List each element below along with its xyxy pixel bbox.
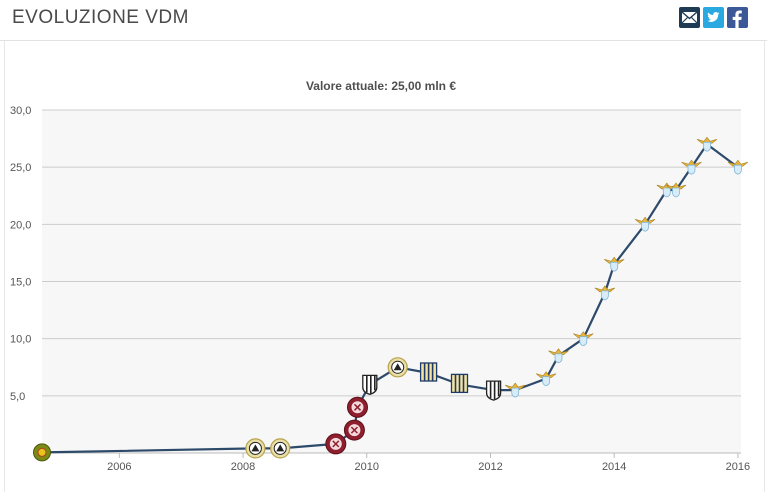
lazio-shield-mark [687,164,696,175]
chart-subtitle: Valore attuale: 25,00 mln € [306,79,456,93]
data-point [362,374,378,396]
section-title: EVOLUZIONE VDM [12,7,189,28]
juventus-stripes [365,375,376,394]
y-tick-label: 15,0 [10,277,31,289]
data-point [604,256,625,272]
data-point [325,433,347,455]
y-tick-label: 30,0 [10,105,31,117]
data-point [450,373,469,394]
lazio-shield-mark [542,376,550,387]
plot-area: 5,0 10,0 15,0 20,0 25,0 30,0 2006 2008 2010 2012 2… [10,105,750,473]
x-tick-label: 2006 [107,461,131,473]
lazio-shield-mark [554,353,563,364]
x-tick-label: 2014 [602,461,626,473]
x-tick-label: 2012 [478,461,502,473]
maroon-crest-mark [332,440,340,448]
y-tick-label: 5,0 [10,391,25,403]
lazio-shield-mark [610,261,619,272]
data-point [594,285,616,301]
market-value-chart: Valore attuale: 25,00 mln € 5,0 10,0 15,0 2… [10,79,750,473]
lazio-shield-mark [672,187,680,198]
y-tick-label: 25,0 [10,162,31,174]
chart-panel: Valore attuale: 25,00 mln € 5,0 10,0 15,0 2… [4,41,765,492]
x-tick-label: 2016 [726,461,750,473]
data-point [696,136,718,152]
data-point [634,216,656,232]
small-club-crest-center [37,447,47,457]
data-point [727,159,749,175]
data-point [245,438,266,459]
data-point [387,357,408,378]
data-point [681,159,702,175]
udinese-crest-mark [251,444,260,452]
data-point [347,396,368,418]
data-point [270,438,291,459]
lazio-shield-mark [703,141,711,152]
maroon-crest-mark [353,403,362,411]
email-icon[interactable] [679,7,700,28]
data-point [548,348,569,364]
lazio-shield-mark [601,290,609,301]
udinese-crest-mark [393,363,402,371]
lazio-shield-mark [511,387,520,398]
header-bar: EVOLUZIONE VDM [0,0,767,41]
juventus-stripes [489,381,500,400]
y-tick-label: 10,0 [10,334,31,346]
data-point [573,331,594,347]
facebook-icon[interactable] [727,7,748,28]
lazio-shield-mark [662,187,671,198]
lazio-shield-mark [579,336,588,347]
data-point [505,382,526,398]
lazio-shield-mark [641,221,649,232]
data-point [535,371,557,387]
maroon-crest-mark [350,426,358,434]
twitter-icon[interactable] [703,7,724,28]
data-point [665,182,687,198]
data-point [343,419,365,441]
udinese-crest-mark [276,444,285,452]
data-point [33,443,51,462]
x-tick-label: 2008 [231,461,255,473]
parma-stripes [423,363,434,381]
x-tick-label: 2010 [355,461,379,473]
data-point [485,380,502,401]
data-point [419,362,438,382]
y-tick-label: 20,0 [10,219,31,231]
lazio-shield-mark [734,164,742,175]
parma-stripes [454,374,465,393]
